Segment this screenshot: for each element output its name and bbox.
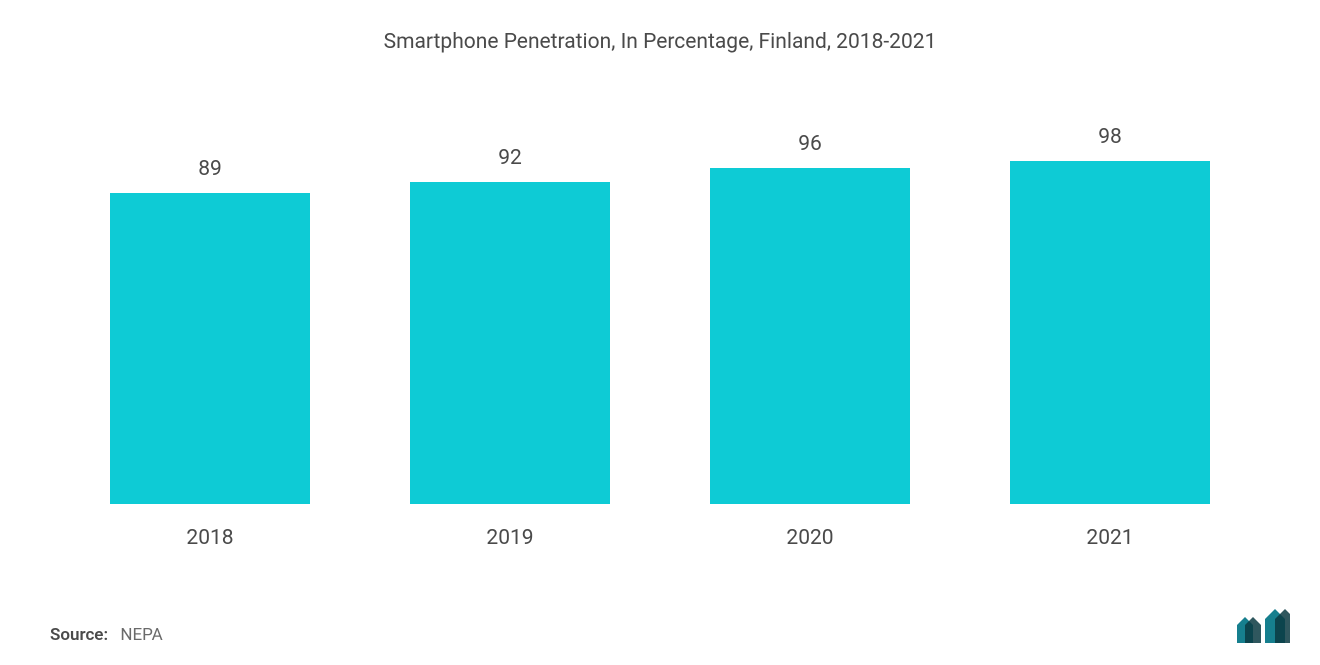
bar-0 [110,193,310,505]
bar-group-1: 92 [410,94,610,504]
x-label-1: 2019 [410,526,610,550]
chart-container: Smartphone Penetration, In Percentage, F… [0,0,1320,665]
bar-2 [710,168,910,504]
plot-area: 89 92 96 98 [0,64,1320,514]
bar-group-3: 98 [1010,94,1210,504]
bar-value-label-3: 98 [1098,125,1122,149]
x-label-3: 2021 [1010,526,1210,550]
source-text: NEPA [120,625,162,645]
bar-value-label-2: 96 [798,132,822,156]
bar-value-label-1: 92 [498,146,522,170]
footer: Source: NEPA [0,550,1320,665]
x-label-0: 2018 [110,526,310,550]
brand-logo-icon [1235,605,1290,645]
x-label-2: 2020 [710,526,910,550]
source-prefix: Source: [50,625,108,645]
bar-group-0: 89 [110,94,310,504]
chart-title: Smartphone Penetration, In Percentage, F… [0,0,1320,64]
source-line: Source: NEPA [50,625,163,645]
bar-group-2: 96 [710,94,910,504]
x-axis: 2018 2019 2020 2021 [0,514,1320,550]
bar-value-label-0: 89 [198,157,222,181]
bar-1 [410,182,610,504]
bar-3 [1010,161,1210,504]
